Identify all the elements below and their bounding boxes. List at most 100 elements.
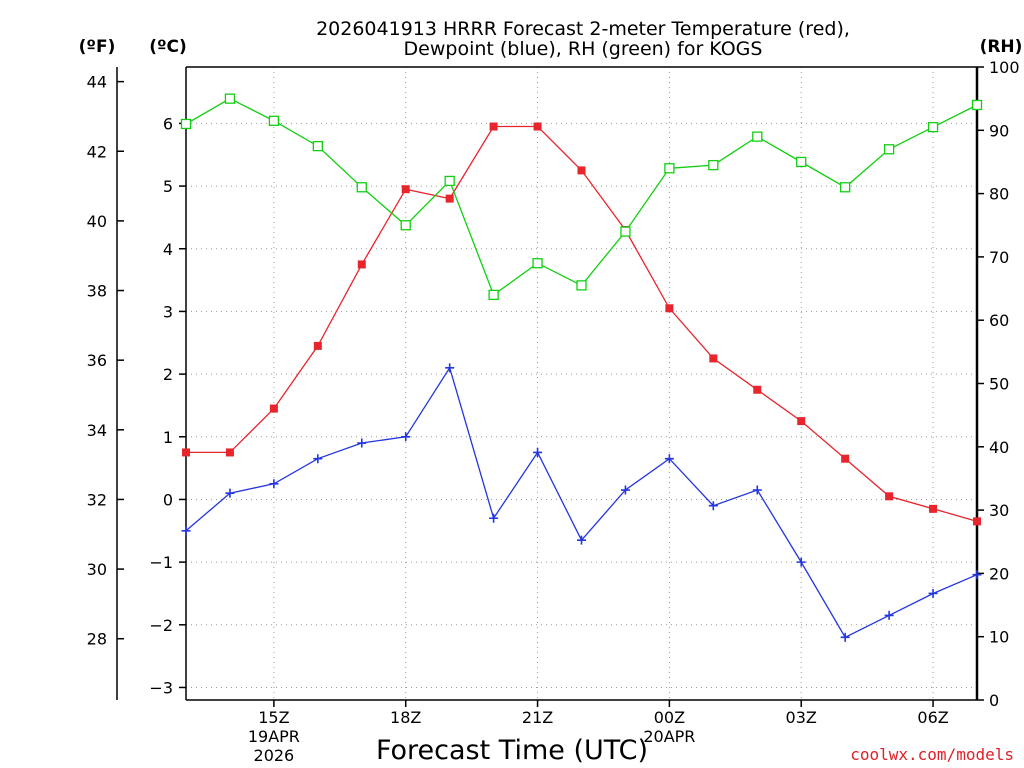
fahrenheit-tick-label: 44 (87, 73, 107, 92)
dewpoint-point (708, 501, 718, 511)
celsius-tick-label: 2 (163, 365, 173, 384)
rh-point (796, 156, 807, 168)
rh-tick-label: 70 (989, 248, 1009, 267)
rh-point (883, 144, 895, 155)
rh-tick-label: 80 (989, 185, 1009, 204)
fahrenheit-unit-label: (ºF) (79, 37, 116, 57)
temperature-point (929, 504, 938, 513)
celsius-tick-label: 6 (163, 114, 173, 133)
data-series (180, 93, 983, 642)
temperature-point (489, 122, 498, 131)
dewpoint-point (972, 570, 982, 580)
celsius-tick-label: 5 (163, 177, 173, 196)
rh-point (180, 118, 192, 130)
rh-point (532, 258, 543, 269)
rh-point (620, 226, 631, 237)
dewpoint-point (489, 513, 499, 523)
temperature-point (665, 304, 674, 313)
dewpoint-point (840, 632, 850, 642)
temperature-point (401, 185, 410, 194)
dewpoint-point (181, 526, 191, 536)
temperature-point (533, 122, 542, 131)
temperature-point (709, 354, 718, 363)
dewpoint-point (357, 438, 367, 448)
fahrenheit-tick-label: 40 (87, 212, 107, 231)
chart-title-line1: 2026041913 HRRR Forecast 2-meter Tempera… (316, 18, 850, 40)
rh-unit-label: (RH) (980, 37, 1023, 57)
dewpoint-series (181, 363, 982, 642)
dewpoint-point (445, 363, 455, 373)
dewpoint-point (269, 479, 279, 489)
rh-tick-label: 100 (989, 58, 1020, 77)
rh-point (708, 159, 719, 171)
rh-point (971, 99, 983, 111)
temperature-point (182, 448, 190, 457)
fahrenheit-tick-label: 38 (87, 282, 107, 301)
x-tick-label: 21Z (522, 708, 553, 727)
dewpoint-point (313, 454, 323, 464)
x-tick-date-label: 19APR (248, 727, 300, 746)
dewpoint-line (185, 366, 978, 639)
rh-point (224, 93, 236, 104)
x-tick-label: 15Z (258, 708, 289, 727)
dewpoint-point (620, 485, 630, 495)
dewpoint-point (577, 535, 586, 545)
rh-point (664, 163, 675, 174)
x-tick-label: 03Z (786, 708, 817, 727)
dewpoint-point (752, 485, 762, 495)
celsius-tick-label: −1 (149, 553, 173, 572)
rh-tick-label: 10 (989, 628, 1009, 647)
rh-line (185, 97, 978, 296)
chart-title-line2: Dewpoint (blue), RH (green) for KOGS (404, 38, 763, 60)
x-tick-label: 06Z (917, 708, 948, 727)
temperature-series (182, 122, 981, 526)
rh-point (400, 220, 411, 231)
rh-point (576, 280, 587, 291)
rh-point (927, 121, 939, 133)
fahrenheit-tick-label: 42 (87, 142, 107, 161)
rh-tick-label: 0 (989, 691, 999, 710)
dewpoint-point (533, 447, 543, 457)
fahrenheit-tick-label: 32 (87, 490, 107, 509)
rh-tick-label: 20 (989, 564, 1009, 583)
rh-series (180, 93, 983, 301)
x-tick-label: 18Z (390, 708, 421, 727)
rh-point (268, 115, 280, 126)
temperature-point (225, 448, 234, 457)
x-axis-label: Forecast Time (UTC) (376, 735, 648, 766)
celsius-tick-label: 3 (163, 302, 173, 321)
fahrenheit-tick-label: 30 (87, 560, 107, 579)
fahrenheit-tick-label: 28 (87, 630, 107, 649)
dewpoint-point (796, 557, 806, 567)
rh-tick-label: 90 (989, 121, 1009, 140)
temperature-point (313, 341, 322, 350)
dewpoint-point (401, 432, 411, 442)
credit-text: coolwx.com/models (850, 745, 1014, 764)
rh-tick-label: 30 (989, 501, 1009, 520)
rh-point (356, 182, 367, 193)
rh-point (312, 140, 323, 152)
temperature-point (357, 260, 366, 269)
rh-point (488, 289, 499, 301)
dewpoint-point (664, 454, 674, 464)
grid-lines (186, 67, 977, 700)
temperature-point (973, 517, 981, 526)
rh-tick-label: 40 (989, 438, 1009, 457)
temperature-point (577, 166, 586, 175)
celsius-tick-label: −2 (149, 616, 173, 635)
x-tick-label: 00Z (654, 708, 685, 727)
rh-tick-label: 60 (989, 311, 1009, 330)
fahrenheit-tick-label: 36 (87, 351, 107, 370)
temperature-point (797, 417, 806, 426)
celsius-tick-label: −3 (149, 678, 173, 697)
temperature-point (841, 454, 850, 463)
temperature-point (885, 492, 894, 501)
dewpoint-point (225, 488, 235, 498)
rh-point (840, 182, 851, 193)
dewpoint-point (928, 588, 938, 598)
temperature-point (269, 404, 278, 413)
axes: −3−2−10123456283032343638404244010203040… (87, 58, 1020, 765)
rh-point (444, 175, 455, 187)
temperature-point (753, 385, 762, 394)
